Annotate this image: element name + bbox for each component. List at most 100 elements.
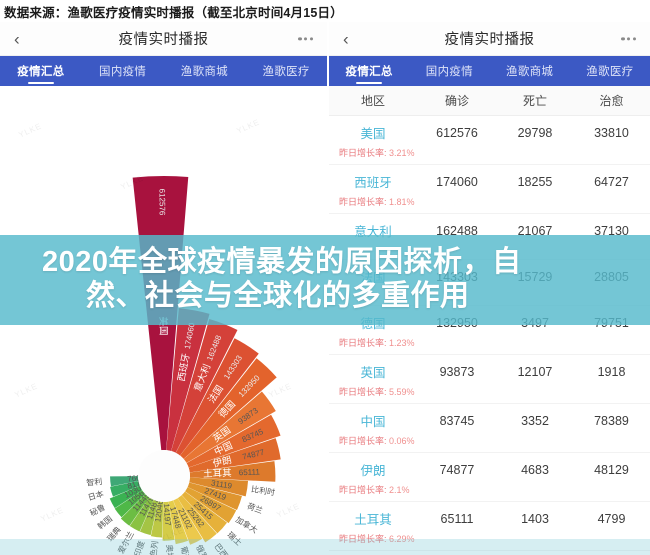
- rose-sector[interactable]: [186, 414, 281, 468]
- growth-rate-label: 昨日增长率:: [339, 148, 387, 158]
- cell-region: 伊朗: [360, 464, 386, 478]
- tab-guonei-yiqing-left[interactable]: 国内疫情: [99, 66, 147, 78]
- growth-rate: 昨日增长率: 5.59%: [329, 385, 650, 398]
- cell-confirmed: 65111: [440, 511, 474, 526]
- table-row-main: 美国 612576 29798 33810: [329, 123, 650, 142]
- cell-region: 中国: [360, 415, 386, 429]
- table-row[interactable]: 土耳其 65111 1403 4799 昨日增长率: 6.29%: [329, 502, 650, 551]
- cell-confirmed: 162488: [436, 223, 478, 238]
- cell-confirmed: 93873: [439, 364, 475, 379]
- column-header-region: 地区: [360, 94, 385, 108]
- table-row-main: 土耳其 65111 1403 4799: [329, 509, 650, 528]
- rose-sector-label: 加拿大: [234, 514, 260, 535]
- right-tab-bar: 疫情汇总 国内疫情 渔歌商城 渔歌医疗: [329, 56, 650, 86]
- tab-yiqing-huizong-left[interactable]: 疫情汇总: [0, 56, 82, 86]
- table-row[interactable]: 英国 93873 12107 1918 昨日增长率: 5.59%: [329, 355, 650, 404]
- rose-sector[interactable]: [171, 318, 238, 453]
- table-header-row: 地区 确诊 死亡 治愈: [329, 86, 650, 116]
- rose-sector[interactable]: [189, 461, 276, 482]
- table-row-main: 伊朗 74877 4683 48129: [329, 460, 650, 479]
- table-row[interactable]: 美国 612576 29798 33810 昨日增长率: 3.21%: [329, 116, 650, 165]
- cell-region: 英国: [360, 366, 386, 380]
- rose-sector[interactable]: [110, 481, 140, 497]
- rose-sector[interactable]: [150, 501, 164, 538]
- more-dots-icon[interactable]: [298, 36, 313, 41]
- table-row[interactable]: 伊朗 74877 4683 48129 昨日增长率: 2.1%: [329, 453, 650, 502]
- rose-sector[interactable]: [162, 501, 175, 541]
- cell-cured: 4799: [597, 511, 626, 526]
- cell-cured: 78389: [594, 413, 629, 428]
- cell-region: 西班牙: [354, 176, 392, 190]
- cell-cured: 1918: [597, 364, 626, 379]
- rose-sector-label: 以色列: [147, 540, 160, 555]
- rose-sector-value: 12046: [153, 499, 165, 523]
- rose-sector[interactable]: [189, 477, 249, 497]
- cell-cured: 33810: [594, 125, 629, 140]
- rose-sector[interactable]: [181, 491, 228, 534]
- rose-sector[interactable]: [109, 485, 143, 509]
- tab-yuge-shangcheng-right[interactable]: 渔歌商城: [506, 66, 554, 78]
- rose-sector[interactable]: [185, 487, 237, 524]
- rose-sector[interactable]: [168, 500, 189, 545]
- rose-sector[interactable]: [183, 391, 276, 463]
- tab-yuge-yiliao-left[interactable]: 渔歌医疗: [262, 66, 310, 78]
- rose-sector[interactable]: [166, 308, 210, 451]
- tab-yiqing-huizong-right[interactable]: 疫情汇总: [329, 56, 409, 86]
- rose-sector-value: 14197: [162, 503, 173, 526]
- rose-sector[interactable]: [129, 497, 154, 532]
- tab-guonei-yiqing-right[interactable]: 国内疫情: [425, 66, 473, 78]
- rose-sector[interactable]: [187, 482, 242, 511]
- source-text: 数据来源：渔歌医疗疫情实时播报（截至北京时间4月15日）: [4, 5, 343, 20]
- growth-rate: 昨日增长率: 3.21%: [329, 146, 650, 159]
- rose-sector-value: 65111: [239, 467, 261, 477]
- right-nav-bar: ‹ 疫情实时播报: [329, 22, 650, 56]
- tab-yuge-yiliao-right[interactable]: 渔歌医疗: [586, 66, 634, 78]
- rose-sector-label: 秘鲁: [88, 502, 107, 518]
- tab-yuge-shangcheng-left[interactable]: 渔歌商城: [180, 66, 228, 78]
- rose-sector[interactable]: [120, 494, 150, 526]
- cell-deaths: 4683: [521, 462, 549, 477]
- growth-rate-value: 2.1%: [386, 485, 410, 495]
- growth-rate: 昨日增长率: 1.23%: [329, 336, 650, 349]
- growth-rate-value: 1.23%: [386, 338, 415, 348]
- rose-sector[interactable]: [177, 495, 217, 543]
- table-row-main: 英国 93873 12107 1918: [329, 362, 650, 381]
- rose-sector[interactable]: [180, 358, 277, 459]
- cell-cured: 64727: [594, 174, 629, 189]
- rose-sector[interactable]: [139, 499, 159, 536]
- bottom-tint-band: [0, 539, 650, 555]
- growth-rate: 昨日增长率: 0.06%: [329, 434, 650, 447]
- table-row[interactable]: 中国 83745 3352 78389 昨日增长率: 0.06%: [329, 404, 650, 453]
- chevron-left-icon[interactable]: ‹: [343, 29, 349, 48]
- column-header-cured: 治愈: [599, 94, 624, 108]
- cell-cured: 48129: [594, 462, 629, 477]
- chevron-left-icon[interactable]: ‹: [14, 29, 20, 48]
- article-title-line-1: 2020年全球疫情暴发的原因探析，自: [42, 246, 522, 279]
- rose-sector[interactable]: [173, 498, 203, 545]
- rose-sector-label: 西班牙: [175, 352, 192, 382]
- rose-sector[interactable]: [114, 490, 146, 518]
- article-title-overlay: 2020年全球疫情暴发的原因探析，自 然、社会与全球化的多重作用: [0, 235, 650, 325]
- cell-cured: 37130: [594, 223, 629, 238]
- rose-sector-value: 7603: [127, 473, 146, 484]
- table-row[interactable]: 西班牙 174060 18255 64727 昨日增长率: 1.81%: [329, 165, 650, 214]
- rose-sector-label: 韩国: [95, 513, 114, 531]
- rose-sector-value: 31119: [210, 479, 233, 491]
- more-dots-icon[interactable]: [621, 36, 636, 41]
- rose-sector-label: 智利: [86, 476, 103, 487]
- cell-deaths: 29798: [517, 125, 553, 140]
- rose-sector[interactable]: [188, 438, 281, 473]
- column-header-deaths: 死亡: [522, 94, 547, 108]
- cell-deaths: 21067: [517, 223, 553, 238]
- growth-rate-label: 昨日增长率:: [339, 338, 387, 348]
- rose-sector-label: 葡萄牙: [179, 545, 195, 555]
- growth-rate-value: 0.06%: [386, 436, 415, 446]
- table-body: 美国 612576 29798 33810 昨日增长率: 3.21% 西班牙 174060 1…: [329, 116, 650, 551]
- rose-sector[interactable]: [175, 338, 259, 456]
- cell-confirmed: 612576: [436, 125, 478, 140]
- rose-sector[interactable]: [110, 476, 139, 487]
- growth-rate-label: 昨日增长率:: [339, 485, 387, 495]
- source-bar: 数据来源：渔歌医疗疫情实时播报（截至北京时间4月15日）: [0, 0, 650, 22]
- rose-sector-label: 日本: [87, 488, 105, 502]
